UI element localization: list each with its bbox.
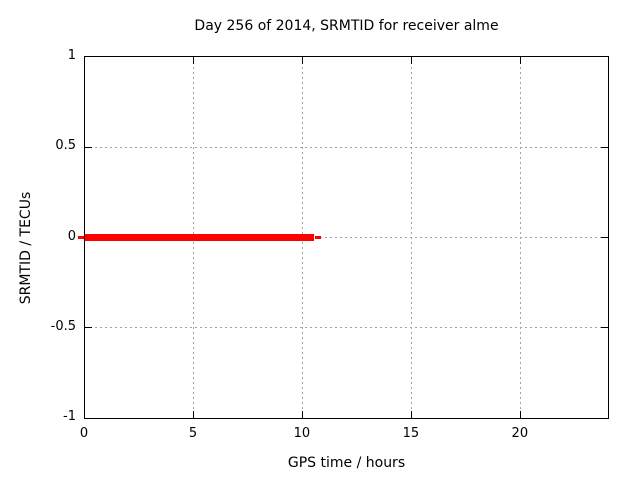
x-tick-mark-top (193, 57, 195, 64)
grid-line-horizontal (85, 327, 608, 329)
x-tick-mark-bottom (411, 411, 413, 418)
data-line-segment (85, 234, 314, 241)
y-tick-mark-left (85, 146, 92, 148)
x-tick-mark-top (302, 57, 304, 64)
y-axis-label: SRMTID / TECUs (18, 191, 34, 305)
x-tick-mark-bottom (302, 411, 304, 418)
y-tick-mark-right (601, 146, 608, 148)
x-axis-label: GPS time / hours (287, 455, 406, 471)
data-line-segment (78, 236, 84, 239)
grid-line-horizontal (85, 146, 608, 148)
y-tick-label: 1 (67, 48, 76, 63)
x-tick-label: 5 (188, 426, 198, 441)
grid-line-horizontal (85, 237, 608, 238)
x-tick-label: 20 (511, 426, 529, 441)
x-tick-mark-bottom (193, 411, 195, 418)
x-tick-label: 15 (402, 426, 420, 441)
x-tick-mark-top (520, 57, 522, 64)
chart-title: Day 256 of 2014, SRMTID for receiver alm… (194, 18, 499, 34)
y-tick-label: 0.5 (55, 138, 76, 154)
y-tick-mark-right (601, 237, 608, 238)
y-tick-mark-left (85, 327, 92, 329)
y-tick-label: 0 (67, 228, 76, 244)
x-tick-label: 10 (293, 426, 311, 441)
y-tick-label: -1 (63, 409, 76, 424)
y-tick-label: -0.5 (50, 318, 76, 334)
data-line-segment (315, 236, 321, 239)
x-tick-label: 0 (79, 426, 89, 441)
y-tick-mark-right (601, 327, 608, 329)
x-tick-mark-bottom (520, 411, 522, 418)
x-tick-mark-top (411, 57, 413, 64)
